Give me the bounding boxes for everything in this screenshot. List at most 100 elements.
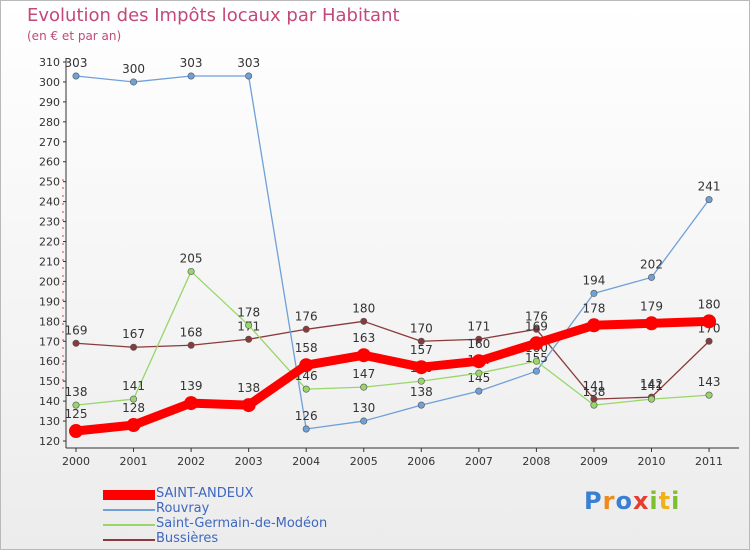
data-point [72, 401, 80, 409]
series-2: 138141205178146147150154160138141143 [65, 251, 721, 409]
x-tick-label: 2007 [465, 455, 493, 468]
data-point [417, 377, 425, 385]
data-label: 142 [640, 377, 663, 391]
data-point [529, 336, 544, 351]
data-label: 168 [180, 325, 203, 339]
data-label: 176 [295, 309, 318, 323]
y-tick-label: 150 [39, 375, 60, 388]
data-point [302, 325, 310, 333]
x-tick-label: 2001 [120, 455, 148, 468]
data-label: 138 [65, 385, 88, 399]
series-line [75, 270, 710, 406]
data-point [647, 273, 655, 281]
data-point [705, 196, 713, 204]
series-line [75, 320, 710, 400]
data-point [241, 398, 256, 413]
x-tick-label: 2005 [350, 455, 378, 468]
data-point [72, 339, 80, 347]
data-point [245, 335, 253, 343]
data-point [72, 72, 80, 80]
data-label: 241 [698, 180, 721, 194]
series-3: 169167168171176180170171176141142170 [65, 301, 721, 403]
y-tick-label: 220 [39, 236, 60, 249]
x-tick-label: 2010 [638, 455, 666, 468]
data-point [475, 387, 483, 395]
data-label: 179 [640, 299, 663, 313]
data-point [126, 418, 141, 433]
y-tick-label: 120 [39, 435, 60, 448]
data-label: 205 [180, 251, 203, 265]
series-0: 125 128 139 138 158 163 157 160 169 178 179 180 [65, 297, 721, 439]
data-point [302, 425, 310, 433]
data-label: 126 [295, 409, 318, 423]
logo-letter: o [615, 487, 633, 515]
legend-label: Saint-Germain-de-Modéon [156, 516, 328, 531]
data-point [590, 401, 598, 409]
data-point [647, 395, 655, 403]
legend-label: SAINT-ANDEUX [156, 486, 254, 501]
data-point [184, 396, 199, 411]
data-label: 180 [698, 297, 721, 311]
data-label: 167 [122, 327, 145, 341]
data-point [475, 369, 483, 377]
legend-swatch [103, 509, 155, 511]
x-tick-label: 2011 [695, 455, 723, 468]
y-tick-label: 300 [39, 76, 60, 89]
data-label: 158 [295, 341, 318, 355]
y-tick-label: 170 [39, 335, 60, 348]
data-point [245, 321, 253, 329]
x-tick-label: 2000 [62, 455, 90, 468]
data-label: 147 [352, 367, 375, 381]
data-point [360, 317, 368, 325]
data-label: 180 [352, 301, 375, 315]
data-label: 141 [582, 379, 605, 393]
data-point [532, 357, 540, 365]
data-label: 138 [237, 381, 260, 395]
y-tick-label: 310 [39, 56, 60, 69]
data-point [302, 385, 310, 393]
data-point [586, 318, 601, 333]
data-label: 178 [237, 305, 260, 319]
data-point [417, 401, 425, 409]
data-point [360, 417, 368, 425]
logo-letter: P [584, 487, 603, 515]
legend-swatch [103, 539, 155, 541]
data-point [187, 72, 195, 80]
data-label: 128 [122, 401, 145, 415]
proxiti-logo: Proxiti [584, 487, 680, 515]
legend-label: Rouvray [156, 501, 210, 516]
y-tick-label: 160 [39, 355, 60, 368]
legend-swatch [103, 490, 155, 500]
data-point [705, 337, 713, 345]
data-point [299, 358, 314, 373]
data-point [644, 316, 659, 331]
logo-letter: r [602, 487, 616, 515]
y-tick-label: 240 [39, 196, 60, 209]
data-label: 141 [640, 379, 663, 393]
data-point [532, 367, 540, 375]
y-tick-label: 270 [39, 136, 60, 149]
data-label: 138 [582, 385, 605, 399]
data-label: 170 [410, 321, 433, 335]
data-point [414, 360, 429, 375]
data-label: 303 [237, 56, 260, 70]
data-label: 169 [65, 323, 88, 337]
logo-letter: i [649, 487, 659, 515]
data-label: 303 [180, 56, 203, 70]
data-label: 125 [65, 407, 88, 421]
data-label: 157 [410, 343, 433, 357]
data-point [417, 337, 425, 345]
data-point [360, 383, 368, 391]
y-tick-label: 140 [39, 395, 60, 408]
data-label: 176 [525, 309, 548, 323]
data-label: 163 [352, 331, 375, 345]
data-point [590, 289, 598, 297]
data-point [245, 72, 253, 80]
data-point [471, 354, 486, 369]
x-tick-label: 2002 [177, 455, 205, 468]
data-label: 160 [467, 337, 490, 351]
data-label: 138 [410, 385, 433, 399]
data-label: 303 [65, 56, 88, 70]
